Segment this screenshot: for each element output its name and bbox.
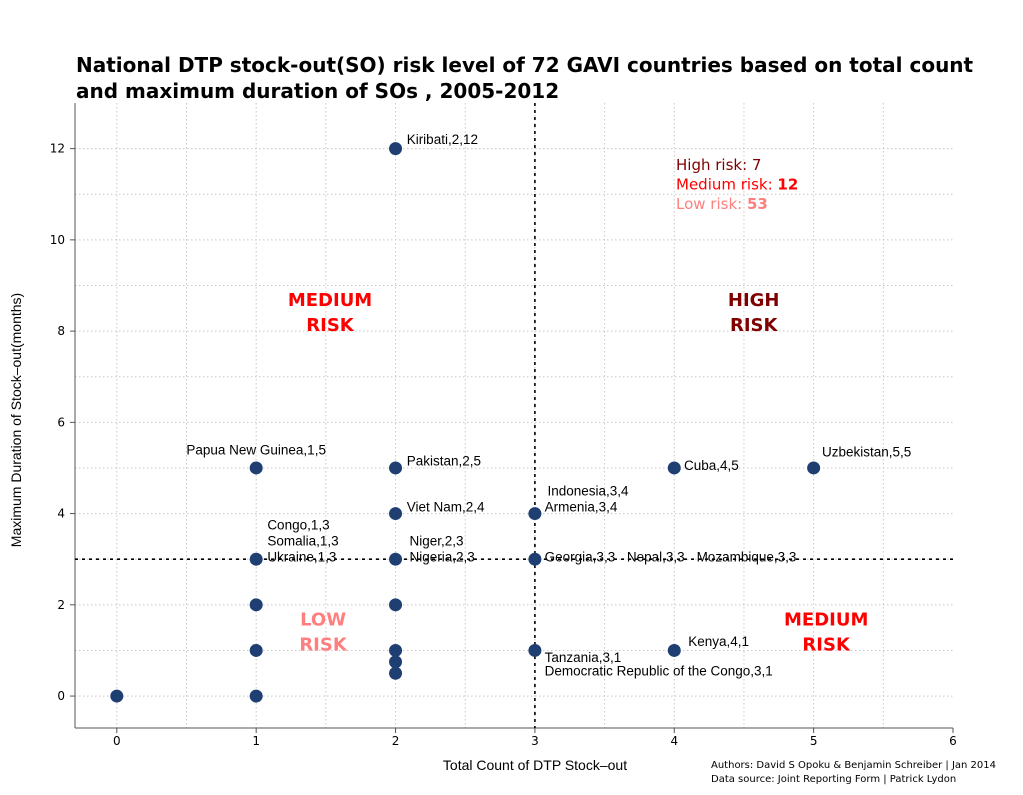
region-label-line2: RISK	[802, 634, 851, 655]
data-point	[389, 507, 403, 521]
data-point	[667, 643, 681, 657]
summary-line: Low risk: 53	[676, 195, 768, 213]
credits-source: Data source: Joint Reporting Form | Patr…	[711, 774, 956, 785]
point-label: Uzbekistan,5,5	[822, 445, 911, 460]
summary-value: 12	[777, 176, 798, 194]
x-tick-label: 5	[810, 734, 818, 748]
region-label-line1: LOW	[300, 609, 346, 630]
summary-value: 7	[752, 156, 762, 174]
y-tick-label: 6	[57, 415, 65, 429]
region-label-line2: RISK	[306, 315, 355, 336]
data-point	[667, 461, 681, 475]
data-point	[249, 689, 263, 703]
y-axis-title: Maximum Duration of Stock–out(months)	[8, 293, 24, 547]
x-tick-label: 4	[670, 734, 678, 748]
point-label: Democratic Republic of the Congo,3,1	[545, 664, 773, 679]
x-axis-title: Total Count of DTP Stock–out	[443, 757, 627, 773]
point-label: Congo,1,3	[267, 518, 329, 533]
data-point	[389, 598, 403, 612]
data-point	[389, 552, 403, 566]
summary-line: Medium risk: 12	[676, 176, 798, 194]
point-label: Pakistan,2,5	[407, 454, 481, 469]
point-label: Papua New Guinea,1,5	[186, 442, 326, 457]
point-label: Tanzania,3,1	[545, 650, 622, 665]
point-label: Indonesia,3,4	[547, 483, 629, 498]
y-tick-label: 4	[57, 507, 65, 521]
data-point	[249, 461, 263, 475]
data-point	[249, 643, 263, 657]
y-tick-label: 8	[57, 324, 65, 338]
data-point	[528, 507, 542, 521]
data-point	[389, 655, 403, 669]
summary-label: Low risk:	[676, 195, 747, 213]
data-point	[528, 552, 542, 566]
point-label: Armenia,3,4	[545, 499, 618, 514]
region-label-line1: MEDIUM	[288, 290, 372, 311]
x-tick-label: 1	[252, 734, 260, 748]
credits-authors: Authors: David S Opoku & Benjamin Schrei…	[711, 760, 996, 771]
summary-label: High risk:	[676, 156, 752, 174]
chart-title-line1: National DTP stock-out(SO) risk level of…	[76, 53, 974, 77]
region-label-line1: MEDIUM	[784, 609, 868, 630]
data-point	[807, 461, 821, 475]
region-label-line2: RISK	[730, 315, 779, 336]
point-label: Mozambique,3,3	[697, 549, 797, 564]
x-tick-label: 3	[531, 734, 539, 748]
data-point	[389, 461, 403, 475]
risk-region-labels: MEDIUM RISK HIGH RISK LOW RISK MEDIUM RISK	[288, 290, 869, 655]
point-label: Niger,2,3	[409, 534, 463, 549]
x-tick-label: 6	[949, 734, 957, 748]
point-label: Somalia,1,3	[267, 534, 338, 549]
data-point	[249, 552, 263, 566]
data-point	[389, 142, 403, 156]
data-point	[110, 689, 124, 703]
summary-label: Medium risk:	[676, 176, 777, 194]
data-point	[389, 643, 403, 657]
data-point	[249, 598, 263, 612]
data-point	[389, 666, 403, 680]
point-labels: Kiribati,2,12 Papua New Guinea,1,5 Pakista…	[186, 132, 911, 678]
y-tick-label: 0	[57, 689, 65, 703]
region-label-line1: HIGH	[728, 290, 780, 311]
point-label: Cuba,4,5	[684, 458, 739, 473]
grid	[75, 103, 953, 728]
point-label: Ukraine,1,3	[267, 549, 336, 564]
point-label: Kenya,4,1	[688, 634, 749, 649]
chart-title-line2: and maximum duration of SOs , 2005-2012	[76, 79, 559, 103]
point-label: Viet Nam,2,4	[407, 499, 485, 514]
data-point	[528, 643, 542, 657]
threshold-lines	[75, 103, 953, 728]
point-label: Kiribati,2,12	[407, 132, 478, 147]
point-label: Nepal,3,3	[627, 549, 685, 564]
y-tick-label: 10	[50, 233, 65, 247]
x-tick-label: 2	[392, 734, 400, 748]
summary-value: 53	[747, 195, 768, 213]
y-tick-label: 12	[50, 142, 65, 156]
summary-line: High risk: 7	[676, 156, 761, 174]
data-points	[110, 142, 821, 703]
region-label-line2: RISK	[299, 634, 348, 655]
point-label: Georgia,3,3	[545, 549, 616, 564]
y-tick-label: 2	[57, 598, 65, 612]
x-tick-label: 0	[113, 734, 121, 748]
point-label: Nigeria,2,3	[409, 549, 474, 564]
